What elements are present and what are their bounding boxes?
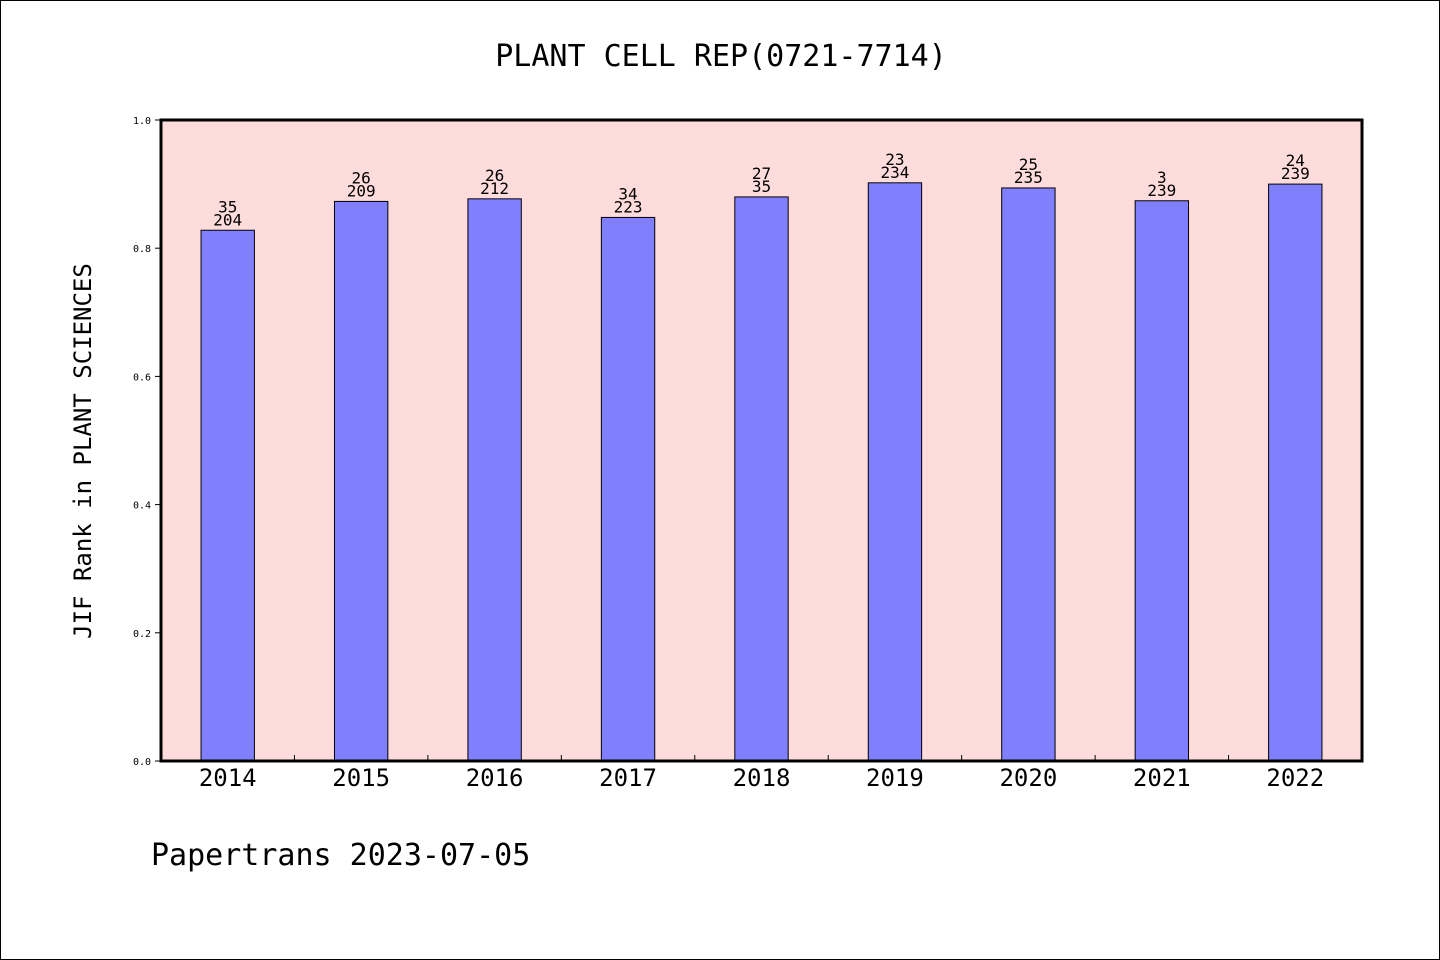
bar-2019 xyxy=(867,182,923,762)
bar-2021 xyxy=(1134,200,1190,762)
y-tick-label: 1.0 xyxy=(133,116,151,127)
y-axis-label: JIF Rank in PLANT SCIENCES xyxy=(69,263,97,639)
bar-rank-label: 24 xyxy=(1286,151,1305,170)
y-tick-label: 0.4 xyxy=(133,501,151,512)
bar-2015 xyxy=(333,200,389,762)
y-axis: 0.0 0.2 0.4 0.6 0.8 1.0 xyxy=(133,116,161,768)
x-tick-label: 2014 xyxy=(199,764,257,792)
bar-total-label: 234 xyxy=(880,163,909,182)
bar-2022 xyxy=(1268,183,1323,762)
x-tick-label: 2017 xyxy=(599,764,657,792)
bar-total-label: 223 xyxy=(614,197,643,216)
bars-layer xyxy=(200,182,1323,762)
bar-2017 xyxy=(600,216,656,762)
y-tick-label: 0.0 xyxy=(133,757,151,768)
x-tick-label: 2018 xyxy=(733,764,791,792)
bar-rank-label: 35 xyxy=(218,197,237,216)
bar-2020 xyxy=(1001,187,1056,762)
y-tick-label: 0.8 xyxy=(133,244,151,255)
x-tick-label: 2016 xyxy=(466,764,524,792)
bar-total-label: 239 xyxy=(1281,164,1310,183)
x-tick-label: 2019 xyxy=(866,764,924,792)
bar-2014 xyxy=(200,229,255,762)
x-axis: 2014 2015 2016 2017 2018 2019 2020 2021 2022 xyxy=(199,755,1324,792)
bar-total-label: 35 xyxy=(752,177,771,196)
x-tick-label: 2015 xyxy=(332,764,390,792)
bar-rank-label: 26 xyxy=(485,166,504,185)
bar-rank-label: 23 xyxy=(885,150,904,169)
bar-total-label: 204 xyxy=(213,210,242,229)
bar-2018 xyxy=(734,196,789,762)
plot-frame xyxy=(159,118,1364,763)
bar-total-label: 239 xyxy=(1147,181,1176,200)
bar-rank-label: 26 xyxy=(352,168,371,187)
x-tick-label: 2022 xyxy=(1266,764,1324,792)
y-tick-label: 0.6 xyxy=(133,372,151,383)
bar-rank-label: 25 xyxy=(1019,155,1038,174)
y-tick-label: 0.2 xyxy=(133,629,151,640)
bar-2016 xyxy=(467,198,522,762)
bar-total-label: 209 xyxy=(347,181,376,200)
bar-rank-label: 3 xyxy=(1157,168,1167,187)
bar-total-label: 212 xyxy=(480,179,509,198)
chart-title: PLANT CELL REP(0721-7714) xyxy=(495,39,947,74)
x-tick-label: 2021 xyxy=(1133,764,1191,792)
bar-rank-label: 34 xyxy=(618,184,637,203)
bar-rank-label: 27 xyxy=(752,164,771,183)
bar-total-label: 235 xyxy=(1014,168,1043,187)
footer-text: Papertrans 2023-07-05 xyxy=(151,838,530,873)
x-tick-label: 2020 xyxy=(999,764,1057,792)
